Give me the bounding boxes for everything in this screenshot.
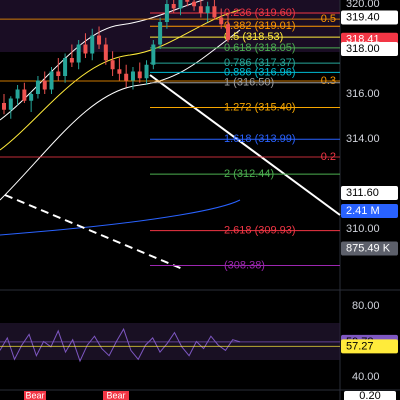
candle-body	[56, 71, 61, 76]
candle-body	[130, 71, 135, 81]
candle-body	[69, 58, 74, 63]
price-tick-label: 314.00	[346, 133, 380, 145]
rsi-tag	[341, 339, 398, 354]
moving-average	[0, 9, 241, 151]
candle-body	[171, 4, 176, 9]
fib-label: 0.618 (318.05)	[224, 42, 296, 54]
price-tag	[341, 10, 398, 25]
candle-body	[185, 0, 190, 2]
candle-body	[8, 98, 13, 110]
fib-label: (308.38)	[224, 259, 265, 271]
volume-tag	[341, 241, 398, 256]
level-label: 0.2	[321, 151, 336, 163]
candle-body	[151, 44, 156, 65]
candle-body	[90, 35, 95, 54]
candle-body	[164, 4, 169, 22]
candle-body	[63, 58, 68, 76]
bottom-tag-label: 0.20	[359, 390, 380, 400]
rsi-line	[0, 327, 241, 363]
candle-body	[35, 80, 40, 94]
rsi-tick-label: 40.00	[352, 371, 380, 383]
fib-label: 0.5 (318.53)	[224, 31, 283, 43]
fib-label: 0.886 (316.96)	[224, 66, 296, 78]
volume-tag-label: 875.49 K	[346, 242, 391, 254]
price-tag	[341, 42, 398, 56]
trend-line	[149, 74, 341, 216]
candle-body	[178, 0, 183, 9]
candle-body	[76, 44, 81, 63]
volume-tag-label: 2.41 M	[346, 205, 380, 217]
price-tick-label: 316.00	[346, 88, 380, 100]
candle-body	[158, 22, 163, 45]
level-label: 0.3	[321, 75, 336, 87]
candle-body	[2, 103, 6, 110]
band-upper	[0, 0, 205, 121]
volume-average	[0, 199, 241, 236]
price-tag-label: 311.60	[346, 187, 379, 199]
candle-body	[97, 35, 102, 45]
candle-body	[192, 1, 197, 7]
candle-body	[83, 44, 88, 54]
price-tag	[341, 186, 398, 200]
fib-label: 1.618 (313.99)	[224, 133, 296, 145]
fib-label: 2 (312.44)	[224, 168, 274, 180]
fib-label: 0.236 (319.60)	[224, 7, 296, 19]
candle-body	[103, 44, 108, 61]
volume-tag	[341, 203, 398, 218]
candle-body	[15, 89, 20, 99]
bottom-tag	[344, 391, 396, 400]
bear-label: Bear	[106, 390, 125, 400]
price-tick-label: 320.00	[346, 0, 380, 10]
candle-body	[144, 64, 149, 79]
fib-label: 1.272 (315.40)	[224, 101, 296, 113]
price-tag-label: 319.40	[346, 11, 380, 23]
candle-body	[212, 6, 217, 18]
trend-line-dashed	[4, 194, 186, 271]
bear-tag	[24, 391, 46, 400]
candle-body	[198, 6, 203, 13]
candle-body	[22, 89, 27, 101]
bear-label: Bear	[25, 390, 44, 400]
band-lower	[0, 29, 241, 201]
price-tick-label: 310.00	[346, 223, 380, 235]
fib-label: 2.618 (309.93)	[224, 224, 296, 236]
candle-body	[124, 73, 129, 81]
candle-body	[205, 6, 210, 13]
candle-body	[42, 80, 47, 90]
candle-body	[226, 24, 230, 40]
fib-label: 0.786 (317.37)	[224, 57, 296, 69]
candle-body	[29, 94, 34, 101]
rsi-tick-label: 80.00	[352, 300, 380, 312]
candle-body	[219, 17, 224, 25]
candle-body	[110, 60, 115, 70]
bear-tag	[103, 391, 129, 400]
price-tag-label: 318.00	[346, 43, 380, 55]
candle-body	[137, 71, 142, 79]
rsi-tag-label: 57.27	[346, 340, 374, 352]
level-label: 0.5	[321, 13, 336, 25]
fib-label: 0.382 (319.01)	[224, 20, 296, 32]
candle-body	[117, 69, 122, 74]
fib-label: 1 (316.50)	[224, 77, 274, 89]
candle-body	[49, 71, 54, 90]
